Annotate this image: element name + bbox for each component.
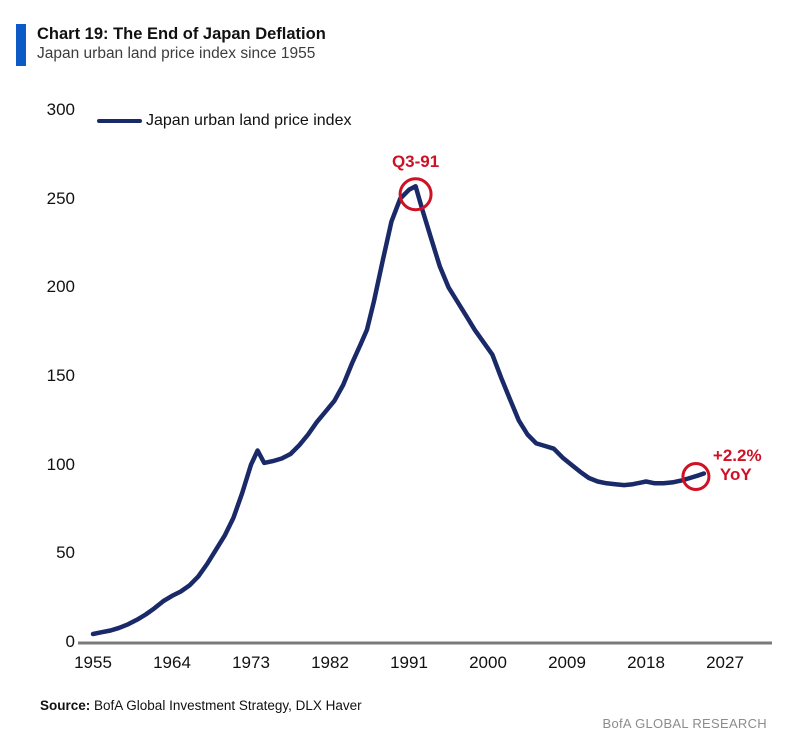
peak-annotation-label: Q3-91: [391, 151, 440, 171]
chart-subtitle: Japan urban land price index since 1955: [37, 45, 316, 62]
source-text: BofA Global Investment Strategy, DLX Hav…: [90, 698, 362, 713]
series-line-japan-urban-land-price-index: [90, 184, 707, 637]
header-text: Chart 19: The End of Japan Deflation Jap…: [37, 24, 326, 66]
legend-line-swatch: [97, 118, 142, 124]
source-note: Source: BofA Global Investment Strategy,…: [40, 698, 362, 713]
y-tick-label: 100: [46, 454, 75, 474]
y-tick-label: 300: [46, 100, 75, 119]
x-tick-label: 1973: [232, 653, 270, 672]
x-tick-label: 2018: [627, 653, 665, 672]
legend-label: Japan urban land price index: [146, 112, 352, 129]
accent-bar: [16, 24, 26, 66]
x-tick-label: 1964: [153, 653, 191, 672]
source-label: Source:: [40, 698, 91, 713]
x-tick-label: 1991: [390, 653, 428, 672]
branding-text: BofA GLOBAL RESEARCH: [602, 716, 767, 731]
x-tick-label: 2027: [706, 653, 744, 672]
y-tick-label: 250: [46, 188, 75, 208]
x-tick-label: 2000: [469, 653, 507, 672]
x-tick-label: 1982: [311, 653, 349, 672]
y-tick-label: 150: [46, 366, 75, 385]
chart-title: Chart 19: The End of Japan Deflation: [37, 25, 326, 43]
endpoint-annotation-line1: +2.2%: [712, 445, 762, 465]
y-tick-label: 200: [46, 277, 75, 297]
x-tick-label: 1955: [74, 653, 112, 672]
endpoint-annotation-line2: YoY: [719, 464, 752, 484]
chart-header: Chart 19: The End of Japan Deflation Jap…: [16, 24, 326, 66]
x-tick-label: 2009: [548, 653, 586, 672]
endpoint-highlight-circle: [681, 462, 711, 492]
peak-highlight-circle: [398, 177, 433, 212]
y-tick-label: 0: [65, 632, 75, 651]
endpoint-annotation-label: +2.2% YoY: [713, 446, 762, 484]
y-tick-label: 50: [56, 543, 75, 563]
legend: Japan urban land price index: [97, 112, 351, 130]
